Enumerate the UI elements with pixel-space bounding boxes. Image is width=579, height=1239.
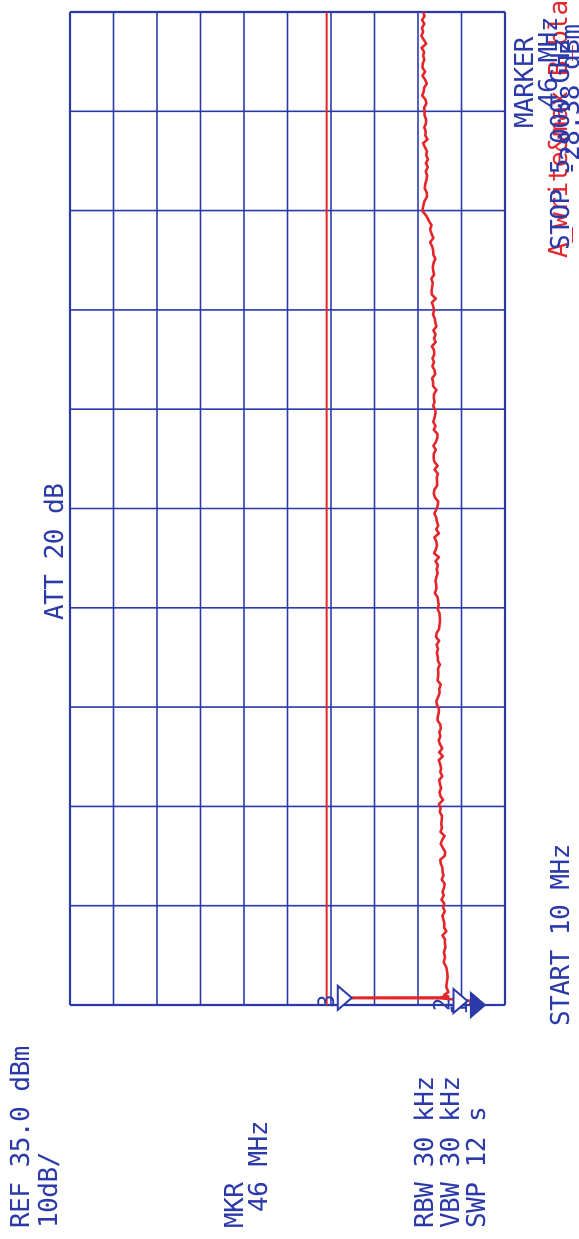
stop-frequency-label: STOP 5.000 GHz [546,38,576,250]
mkr-value: 46 MHz [244,1121,274,1212]
attenuation-label: ATT 20 dB [40,484,70,620]
ref-level-label: REF 35.0 dBm [6,1046,36,1228]
grid [70,12,505,1005]
start-frequency-label: START 10 MHz [546,844,576,1026]
marker-3-symbol [338,986,352,1010]
marker-3-label: 3 [315,995,340,1008]
swp-label: SWP 12 s [462,1107,492,1228]
scale-label: 10dB/ [34,1152,64,1228]
marker-2-label: 2 [431,998,456,1011]
marker-1-symbol [471,993,485,1017]
markers: 123 [315,986,485,1017]
